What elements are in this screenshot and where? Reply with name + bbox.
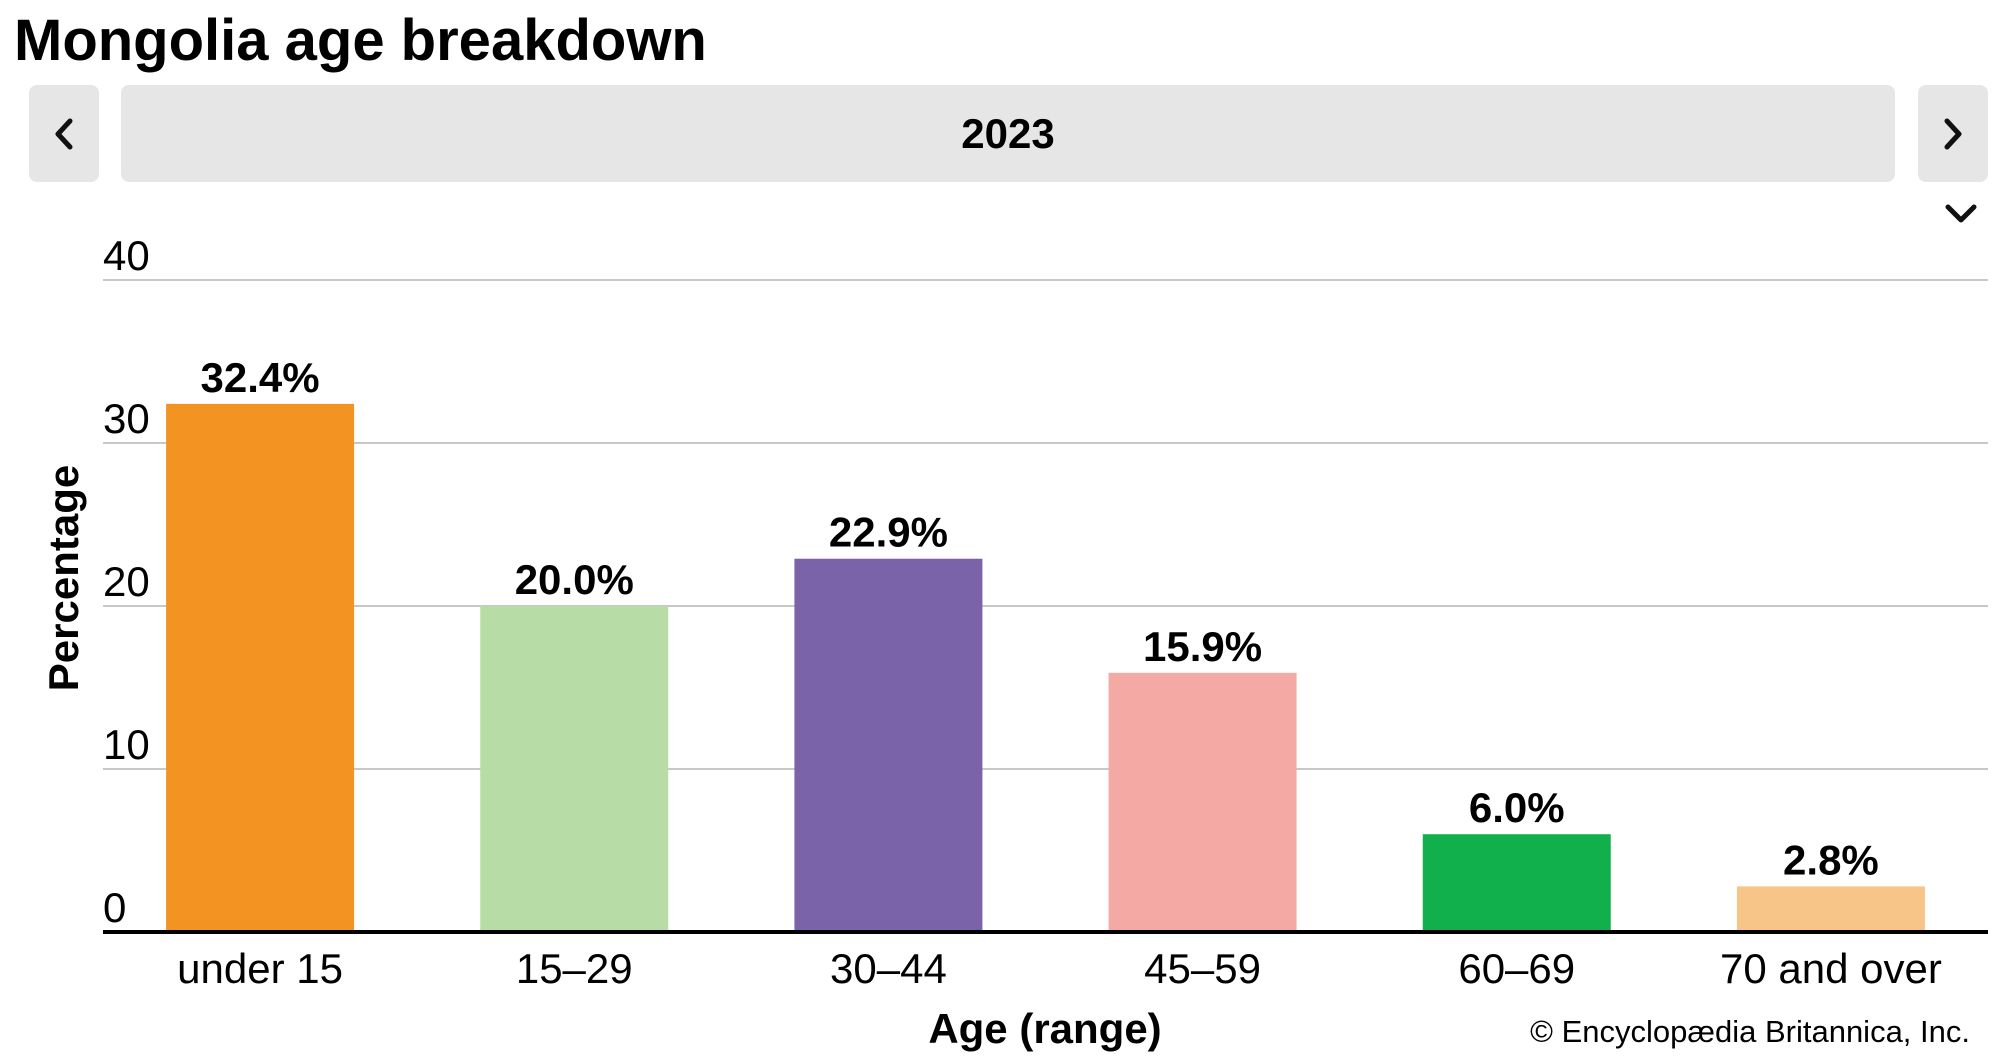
x-tick-label: 15–29 (516, 945, 633, 992)
x-tick-label: 60–69 (1458, 945, 1575, 992)
y-axis-title: Percentage (40, 465, 87, 691)
data-label: 22.9% (829, 509, 948, 556)
selected-year: 2023 (961, 110, 1055, 157)
y-tick-label: 10 (103, 721, 150, 768)
year-dropdown[interactable]: 2023 (121, 85, 1977, 223)
chevron-left-icon (55, 118, 73, 149)
x-axis-title: Age (range) (928, 1005, 1161, 1052)
y-tick-label: 0 (103, 884, 126, 931)
bar (480, 606, 669, 932)
x-tick-label: 70 and over (1720, 945, 1942, 992)
x-tick-label: under 15 (177, 945, 343, 992)
y-tick-label: 40 (103, 232, 150, 279)
bar (166, 403, 355, 932)
bar (1108, 672, 1297, 932)
next-year-button[interactable] (1918, 85, 1988, 182)
data-label: 2.8% (1783, 836, 1879, 883)
copyright-credit: © Encyclopædia Britannica, Inc. (1530, 1014, 1970, 1049)
chart-title: Mongolia age breakdown (14, 8, 707, 73)
previous-year-button[interactable] (29, 85, 99, 182)
x-tick-label: 45–59 (1144, 945, 1261, 992)
chevron-right-icon (1944, 118, 1962, 149)
bar (794, 558, 983, 932)
data-label: 20.0% (515, 556, 634, 603)
data-label: 6.0% (1469, 784, 1565, 831)
chevron-down-icon (1945, 204, 1977, 223)
data-label: 32.4% (201, 354, 320, 401)
y-tick-label: 30 (103, 395, 150, 442)
bar (1422, 834, 1611, 932)
bar (1736, 886, 1925, 932)
x-tick-label: 30–44 (830, 945, 947, 992)
data-label: 15.9% (1143, 623, 1262, 670)
y-tick-label: 20 (103, 558, 150, 605)
